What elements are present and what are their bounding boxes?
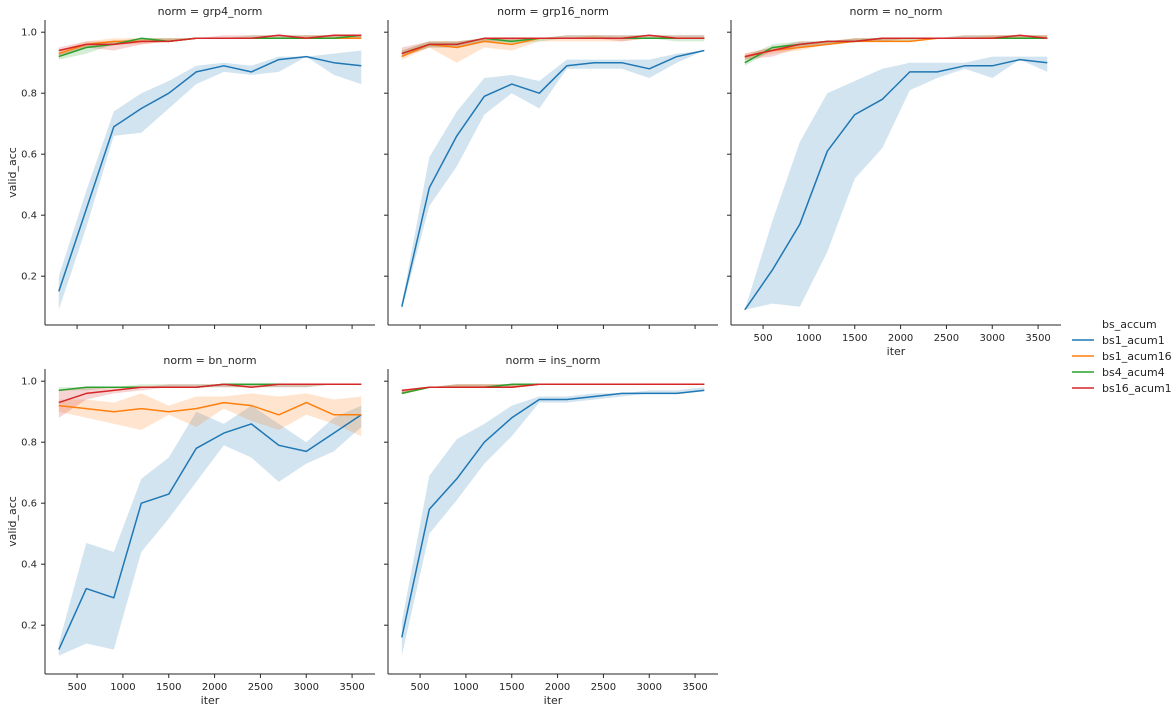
series-line-bs16_acum1 [58, 34, 362, 52]
x-tick-label: 2500 [934, 333, 959, 344]
y-tick-label: 0.6 [21, 499, 37, 510]
series-line-bs1_acum1 [401, 389, 705, 638]
y-tick-label: 0.4 [21, 211, 37, 222]
ci-band-bs1_acum1 [58, 405, 362, 656]
legend-label-bs4_acum4: bs4_acum4 [1102, 366, 1165, 379]
legend-label-bs1_acum1: bs1_acum1 [1102, 334, 1165, 347]
ci-band-bs1_acum1 [401, 387, 705, 656]
ci-band-bs1_acum16 [58, 393, 362, 437]
facet-panel-bn_norm: 0.2 0.4 0.6 0.8 1.0 500 1000 1500 2000 2500 3000 35… [6, 354, 375, 707]
y-tick-label: 0.2 [21, 621, 37, 632]
legend-label-bs16_acum1: bs16_acum1 [1102, 382, 1172, 395]
facet-title: norm = bn_norm [163, 354, 256, 367]
y-tick-label: 1.0 [21, 377, 37, 388]
series-line-bs1_acum1 [58, 55, 362, 292]
series-line-bs1_acum1 [744, 58, 1048, 311]
facet-panel-ins_norm: 500 1000 1500 2000 2500 3000 3500 iter norm = in… [384, 354, 718, 707]
x-tick-label: 500 [411, 682, 430, 693]
legend: bs_accum bs1_acum1 bs1_acum16 bs4_acum4 bs16… [1072, 318, 1172, 395]
x-tick-label: 500 [754, 333, 773, 344]
ci-band-bs1_acum16 [58, 35, 362, 57]
x-tick-label: 3500 [1025, 333, 1050, 344]
x-tick-label: 2500 [248, 682, 273, 693]
x-tick-label: 3500 [682, 682, 707, 693]
x-tick-label: 3000 [980, 333, 1005, 344]
y-tick-label: 1.0 [21, 28, 37, 39]
x-tick-label: 2000 [545, 682, 570, 693]
y-axis-label: valid_acc [6, 496, 19, 547]
facet-title: norm = no_norm [850, 5, 943, 18]
series-line-bs1_acum1 [401, 49, 705, 307]
facet-title: norm = grp16_norm [497, 5, 609, 18]
legend-title: bs_accum [1102, 318, 1157, 331]
y-tick-label: 0.6 [21, 150, 37, 161]
x-tick-label: 500 [68, 682, 87, 693]
x-tick-label: 1500 [499, 682, 524, 693]
series-line-bs16_acum1 [58, 383, 362, 404]
series-line-bs16_acum1 [744, 34, 1048, 58]
ci-band-bs1_acum1 [744, 56, 1048, 310]
ci-band-bs1_acum16 [401, 35, 705, 63]
x-axis-label: iter [544, 694, 563, 707]
ci-band-bs1_acum1 [58, 50, 362, 310]
x-axis-label: iter [887, 345, 906, 358]
legend-label-bs1_acum16: bs1_acum16 [1102, 350, 1172, 363]
x-tick-label: 1000 [110, 682, 135, 693]
ci-band-bs1_acum1 [401, 50, 705, 310]
x-tick-label: 2000 [888, 333, 913, 344]
x-tick-label: 1500 [842, 333, 867, 344]
series-line-bs16_acum1 [401, 34, 705, 55]
ci-band-bs4_acum4 [58, 384, 362, 391]
y-tick-label: 0.2 [21, 272, 37, 283]
series-line-bs1_acum16 [58, 401, 362, 416]
x-tick-label: 2500 [591, 682, 616, 693]
y-tick-label: 0.8 [21, 89, 37, 100]
x-tick-label: 1500 [156, 682, 181, 693]
x-tick-label: 3500 [339, 682, 364, 693]
y-tick-label: 0.4 [21, 560, 37, 571]
x-tick-label: 3000 [637, 682, 662, 693]
facet-panel-no_norm: 500 1000 1500 2000 2500 3000 3500 iter norm = no… [727, 5, 1061, 358]
x-tick-label: 3000 [294, 682, 319, 693]
x-axis-label: iter [201, 694, 220, 707]
y-axis-label: valid_acc [6, 147, 19, 198]
ci-band-bs4_acum4 [401, 35, 705, 57]
series-line-bs16_acum1 [401, 383, 705, 392]
ci-band-bs4_acum4 [744, 35, 1048, 66]
x-tick-label: 1000 [453, 682, 478, 693]
ci-band-bs16_acum1 [58, 35, 362, 57]
facet-title: norm = ins_norm [506, 354, 601, 367]
series-line-bs1_acum1 [58, 414, 362, 650]
facet-panel-grp4_norm: 0.2 0.4 0.6 0.8 1.0 valid_acc norm = grp4_norm [6, 5, 375, 329]
x-tick-label: 1000 [796, 333, 821, 344]
facet-panel-grp16_norm: norm = grp16_norm [384, 5, 718, 329]
y-tick-label: 0.8 [21, 438, 37, 449]
x-tick-label: 2000 [202, 682, 227, 693]
facet-title: norm = grp4_norm [158, 5, 263, 18]
ci-band-bs16_acum1 [401, 35, 705, 57]
